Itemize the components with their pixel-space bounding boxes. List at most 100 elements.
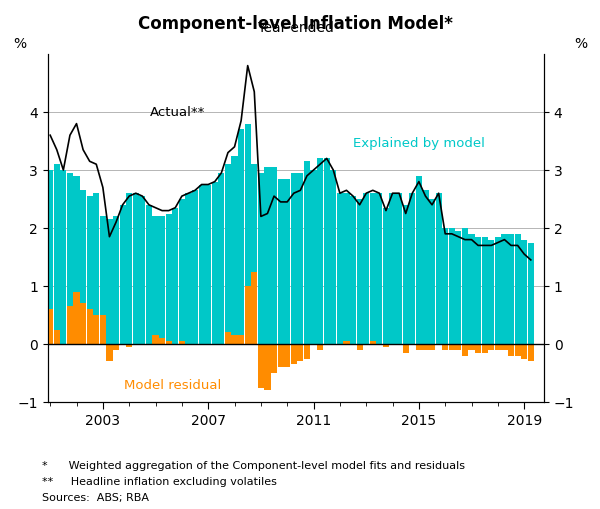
Bar [179,199,185,344]
Bar [133,193,139,344]
Bar [343,193,350,344]
Bar [396,193,402,344]
Bar [278,344,284,367]
Bar [528,242,534,344]
Bar [179,341,185,344]
Bar [304,161,310,344]
Text: **     Headline inflation excluding volatiles: ** Headline inflation excluding volatile… [42,477,277,487]
Bar [159,338,165,344]
Bar [166,213,172,344]
Bar [172,208,178,344]
Bar [199,184,205,344]
Bar [508,234,514,344]
Bar [462,228,468,344]
Bar [469,234,475,344]
Bar [515,344,521,356]
Bar [232,335,238,344]
Bar [422,190,428,344]
Bar [73,176,80,344]
Bar [238,335,244,344]
Bar [152,216,158,344]
Bar [126,193,132,344]
Bar [290,344,297,364]
Bar [482,344,488,353]
Bar [106,219,113,344]
Bar [67,173,73,344]
Bar [218,173,224,344]
Bar [232,156,238,344]
Bar [159,216,165,344]
Bar [271,167,277,344]
Title: Component-level Inflation Model*: Component-level Inflation Model* [139,15,453,33]
Text: Actual**: Actual** [150,105,206,119]
Bar [284,179,290,344]
Bar [449,344,455,350]
Bar [502,234,508,344]
Bar [245,286,251,344]
Bar [515,234,521,344]
Bar [403,344,409,353]
Bar [488,240,494,344]
Bar [403,205,409,344]
Bar [297,344,304,361]
Bar [119,205,126,344]
Bar [469,344,475,350]
Bar [251,271,257,344]
Bar [126,344,132,347]
Bar [409,193,415,344]
Bar [389,193,395,344]
Bar [100,216,106,344]
Bar [53,164,60,344]
Text: Year-ended: Year-ended [257,21,334,35]
Bar [370,193,376,344]
Bar [356,199,363,344]
Bar [47,309,53,344]
Bar [212,182,218,344]
Bar [337,193,343,344]
Bar [304,344,310,358]
Bar [113,344,119,350]
Bar [383,344,389,347]
Bar [482,237,488,344]
Bar [73,292,80,344]
Bar [475,237,481,344]
Bar [442,344,448,350]
Bar [370,341,376,344]
Bar [436,193,442,344]
Bar [356,344,363,350]
Bar [502,344,508,350]
Bar [80,303,86,344]
Bar [330,170,337,344]
Bar [93,193,100,344]
Bar [106,344,113,361]
Bar [442,228,448,344]
Bar [166,341,172,344]
Bar [429,344,435,350]
Bar [521,240,527,344]
Bar [416,176,422,344]
Bar [383,208,389,344]
Bar [271,344,277,373]
Bar [265,344,271,390]
Text: Sources:  ABS; RBA: Sources: ABS; RBA [42,493,149,503]
Text: Explained by model: Explained by model [353,137,485,150]
Bar [416,344,422,350]
Bar [284,344,290,367]
Bar [192,190,198,344]
Bar [185,193,191,344]
Bar [258,344,264,387]
Bar [508,344,514,356]
Bar [488,344,494,350]
Bar [100,315,106,344]
Bar [139,196,145,344]
Bar [475,344,481,353]
Bar [429,199,435,344]
Bar [80,190,86,344]
Text: %: % [13,37,26,50]
Bar [343,341,350,344]
Bar [53,329,60,344]
Bar [258,173,264,344]
Text: %: % [574,37,587,50]
Bar [86,309,93,344]
Bar [152,335,158,344]
